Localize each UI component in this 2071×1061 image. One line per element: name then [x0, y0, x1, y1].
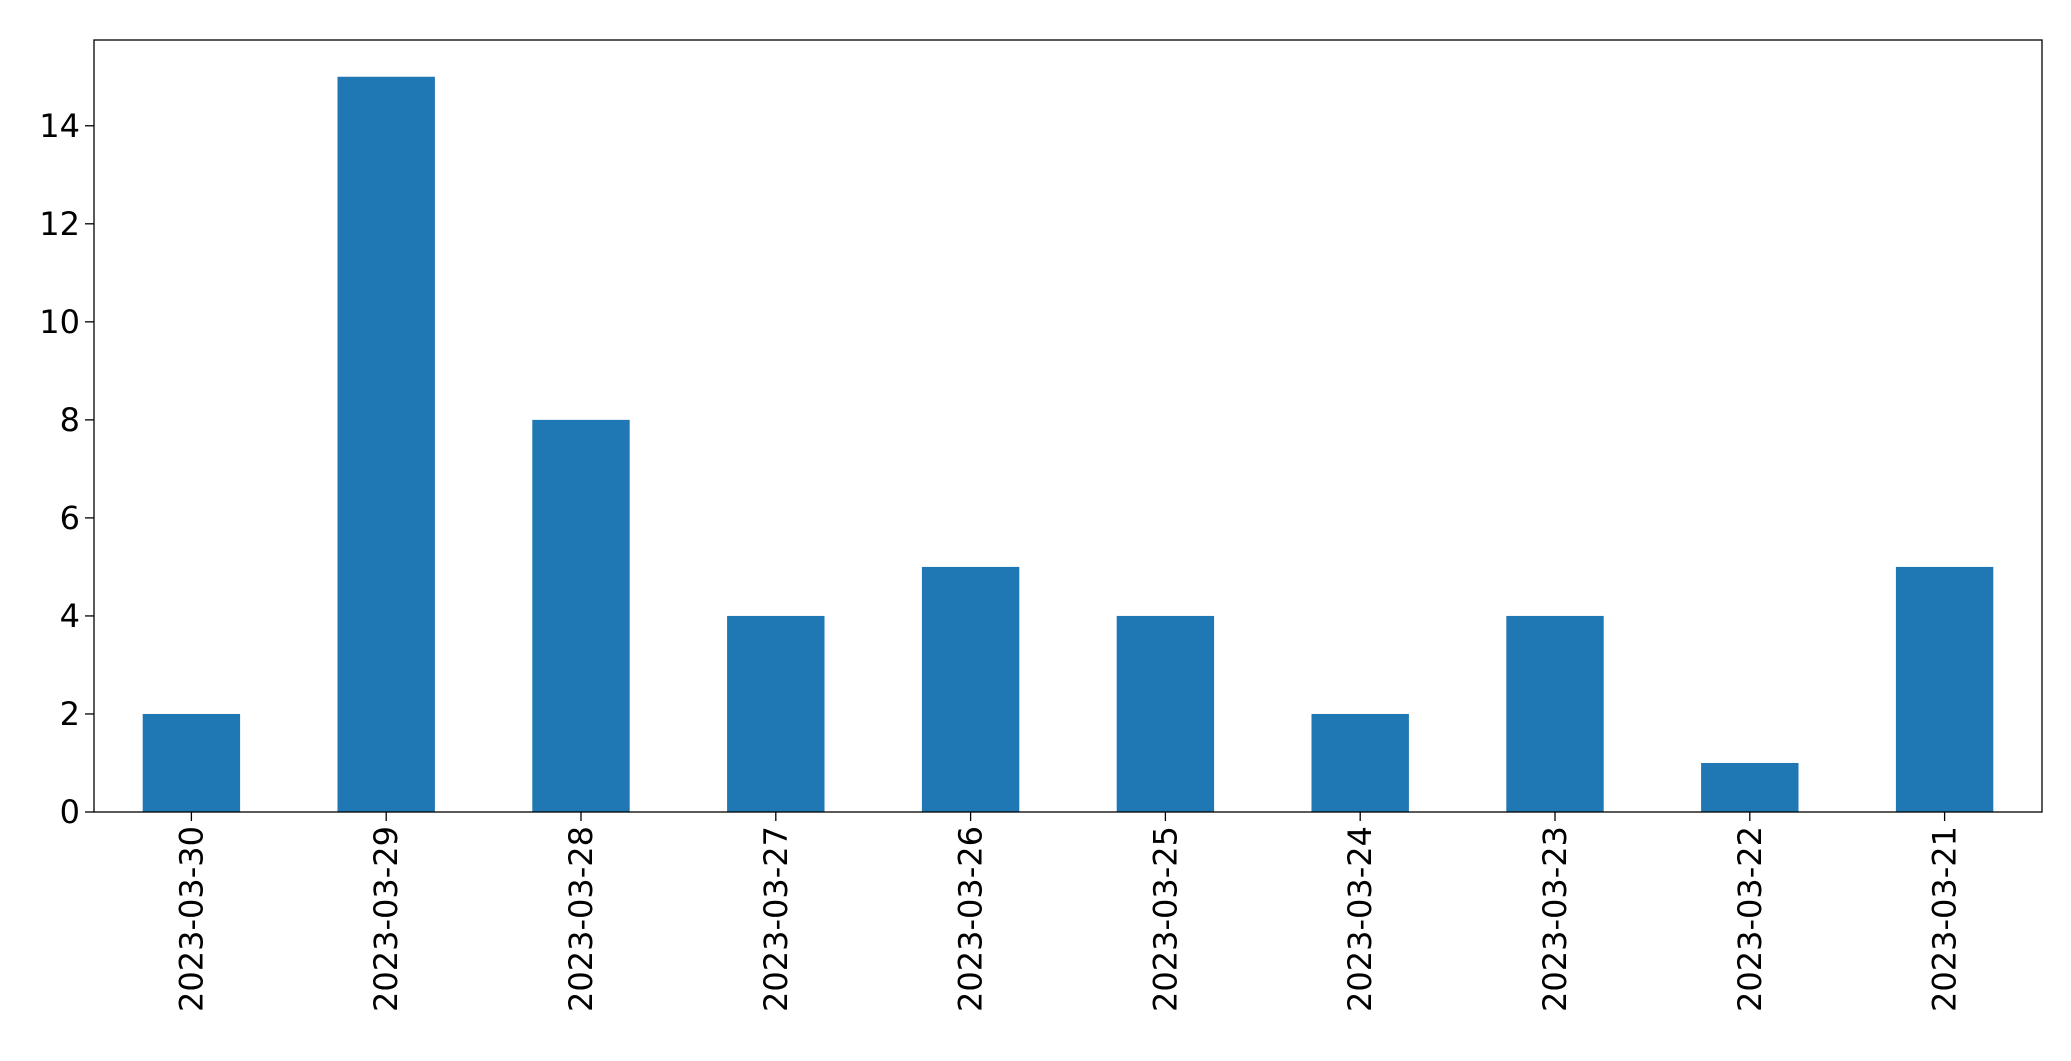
bar: [1116, 615, 1215, 812]
bar: [142, 713, 241, 812]
y-tick-label: 8: [60, 401, 80, 439]
plot-frame: [93, 39, 2043, 813]
bar: [337, 76, 435, 812]
x-tick-label: 2023-03-22: [1731, 826, 1769, 1012]
bar: [727, 615, 825, 812]
y-tick-label: 12: [39, 205, 80, 243]
bar: [921, 566, 1020, 812]
x-tick-label: 2023-03-26: [952, 826, 990, 1012]
y-tick-label: 2: [60, 695, 80, 733]
x-tick-label: 2023-03-23: [1536, 826, 1574, 1012]
y-tick-label: 10: [39, 303, 80, 341]
x-tick-label: 2023-03-25: [1146, 826, 1184, 1012]
bar: [1506, 615, 1604, 812]
bar: [1311, 713, 1409, 812]
x-tick-label: 2023-03-27: [757, 826, 795, 1012]
y-tick-label: 14: [39, 107, 80, 145]
x-tick-label: 2023-03-29: [367, 826, 405, 1012]
y-tick-label: 6: [60, 499, 80, 537]
x-tick-label: 2023-03-21: [1926, 826, 1964, 1012]
bar: [1701, 762, 1799, 812]
x-tick-label: 2023-03-30: [172, 826, 210, 1012]
bar: [1895, 566, 1994, 812]
x-tick-label: 2023-03-28: [562, 826, 600, 1012]
bar: [532, 419, 630, 812]
y-tick-label: 0: [60, 793, 80, 831]
x-tick-label: 2023-03-24: [1341, 826, 1379, 1012]
y-tick-label: 4: [60, 597, 80, 635]
